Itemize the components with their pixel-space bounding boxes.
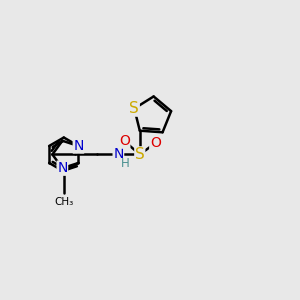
Text: S: S bbox=[135, 147, 145, 162]
Text: N: N bbox=[57, 161, 68, 175]
Text: S: S bbox=[129, 101, 139, 116]
Text: N: N bbox=[73, 139, 84, 153]
Text: O: O bbox=[150, 136, 161, 150]
Text: CH₃: CH₃ bbox=[54, 197, 74, 207]
Text: N: N bbox=[113, 148, 124, 161]
Text: H: H bbox=[121, 157, 129, 170]
Text: O: O bbox=[119, 134, 130, 148]
